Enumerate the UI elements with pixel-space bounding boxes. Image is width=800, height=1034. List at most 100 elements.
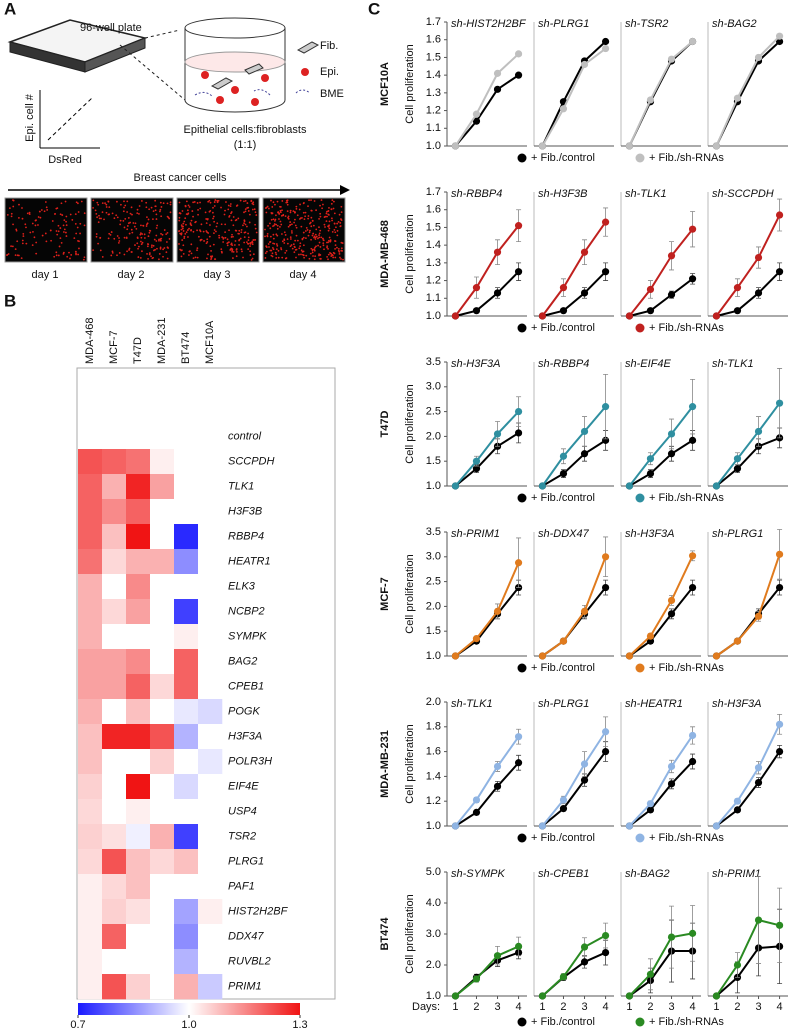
data-point <box>601 44 610 53</box>
cell-dot <box>14 254 17 257</box>
legend-label: + Fib./sh-RNAs <box>649 322 724 334</box>
cell-dot <box>332 207 335 210</box>
row-label: POGK <box>228 705 260 717</box>
cell-dot <box>336 222 339 225</box>
cell-dot <box>309 229 311 232</box>
cell-dot <box>145 225 148 227</box>
y-tick-label: 1.4 <box>426 770 441 782</box>
cell-dot <box>291 223 293 226</box>
cell-dot <box>215 225 218 228</box>
legend-label: + Fib./sh-RNAs <box>649 1016 724 1028</box>
cell-dot <box>59 213 62 216</box>
panel-title: sh-TSR2 <box>625 18 668 30</box>
heatmap-cell <box>150 474 175 500</box>
row-label: CPEB1 <box>228 680 264 692</box>
cell-dot <box>166 246 169 249</box>
cell-dot <box>158 238 160 241</box>
legend-label: + Fib./control <box>531 662 595 674</box>
cell-dot <box>333 200 335 203</box>
series-line <box>628 406 694 487</box>
cell-dot <box>248 221 251 224</box>
data-point <box>667 430 676 438</box>
cell-dot <box>289 236 292 239</box>
data-point <box>538 992 547 1000</box>
cell-dot <box>33 236 36 239</box>
cell-dot <box>286 203 289 206</box>
cell-dot <box>110 254 113 257</box>
heatmap-cell <box>198 849 223 875</box>
data-point <box>451 142 460 150</box>
row-label: MDA-MB-231 <box>379 730 391 798</box>
legend-marker <box>635 1017 645 1027</box>
heatmap-cell <box>102 799 127 825</box>
heatmap-cell <box>102 649 127 675</box>
cell-dot <box>334 244 337 247</box>
cell-dot <box>62 231 65 233</box>
cell-dot <box>182 252 185 255</box>
cell-dot <box>101 211 104 214</box>
cell-dot <box>238 232 240 235</box>
cell-dot <box>139 233 142 236</box>
cell-dot <box>252 239 255 241</box>
cell-dot <box>327 253 330 256</box>
cell-dot <box>302 211 305 214</box>
cell-dot <box>178 219 181 222</box>
cell-dot <box>64 200 67 203</box>
cell-dot <box>224 231 227 234</box>
cell-dot <box>55 251 58 254</box>
cell-dot <box>331 199 334 202</box>
cell-dot <box>266 205 269 208</box>
cell-dot <box>327 247 329 250</box>
heatmap-cell <box>198 749 223 775</box>
heatmap-cell <box>102 874 127 900</box>
cell-dot <box>104 202 106 205</box>
cell-dot <box>275 233 278 236</box>
cell-dot <box>230 236 233 238</box>
cell-dot <box>128 249 130 251</box>
cell-dot <box>275 248 278 251</box>
data-point <box>451 312 460 320</box>
data-point <box>667 610 676 618</box>
data-point <box>733 284 742 292</box>
cell-dot <box>155 213 158 216</box>
x-tick-label: 2 <box>734 1001 740 1013</box>
data-point <box>754 764 763 772</box>
cell-dot <box>224 223 227 226</box>
cell-dot <box>34 219 37 222</box>
heatmap-cell <box>102 449 127 475</box>
cell-dot <box>21 207 23 209</box>
cell-dot <box>99 237 102 239</box>
y-tick-label: 2.5 <box>426 406 441 418</box>
cell-dot <box>300 249 303 252</box>
cell-dot <box>159 208 162 211</box>
cell-dot <box>234 240 237 242</box>
cell-dot <box>330 217 333 220</box>
cell-dot <box>148 231 151 234</box>
data-point <box>775 32 784 40</box>
cell-dot <box>199 229 201 232</box>
cell-dot <box>179 232 182 235</box>
cell-dot <box>15 228 18 231</box>
cell-dot <box>45 240 48 243</box>
cell-dot <box>299 242 302 245</box>
cell-dot <box>243 241 246 244</box>
cell-dot <box>63 219 66 222</box>
data-point <box>559 452 568 460</box>
cell-dot <box>65 220 67 223</box>
series-line <box>454 945 519 997</box>
cell-dot <box>280 214 283 217</box>
cell-dot <box>267 243 270 245</box>
cell-dot <box>155 227 158 229</box>
cell-dot <box>108 206 111 208</box>
cell-dot <box>124 217 127 220</box>
cell-dot <box>38 210 41 213</box>
cell-dot <box>274 220 276 222</box>
row-label: MCF10A <box>379 62 391 106</box>
series-line <box>454 53 520 147</box>
cell-dot <box>210 258 212 261</box>
heatmap-cell <box>150 499 175 525</box>
series-line <box>628 586 694 657</box>
cell-dot <box>327 258 329 261</box>
heatmap-cell <box>174 799 199 825</box>
cell-dot <box>213 220 216 223</box>
